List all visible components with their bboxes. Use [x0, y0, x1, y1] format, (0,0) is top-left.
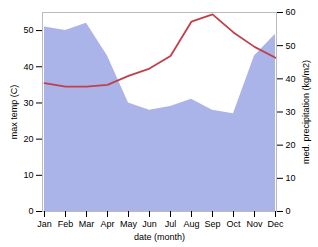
svg-text:40: 40: [23, 62, 33, 72]
svg-text:date (month): date (month): [134, 232, 185, 242]
svg-text:50: 50: [23, 25, 33, 35]
svg-text:10: 10: [23, 170, 33, 180]
svg-text:May: May: [120, 219, 138, 229]
svg-text:40: 40: [286, 74, 296, 84]
svg-text:med. precipitation (kg/m2): med. precipitation (kg/m2): [301, 60, 311, 164]
svg-text:Dec: Dec: [267, 219, 284, 229]
svg-text:10: 10: [286, 173, 296, 183]
svg-text:Oct: Oct: [226, 219, 241, 229]
svg-text:20: 20: [286, 140, 296, 150]
svg-text:0: 0: [286, 206, 291, 216]
svg-text:30: 30: [286, 107, 296, 117]
svg-text:max temp (C): max temp (C): [9, 85, 19, 140]
svg-text:Sep: Sep: [204, 219, 220, 229]
svg-text:30: 30: [23, 98, 33, 108]
svg-text:50: 50: [286, 41, 296, 51]
svg-text:Apr: Apr: [100, 219, 114, 229]
svg-text:0: 0: [28, 206, 33, 216]
svg-text:Jun: Jun: [142, 219, 157, 229]
svg-text:Jan: Jan: [37, 219, 52, 229]
svg-text:60: 60: [286, 7, 296, 17]
svg-text:Mar: Mar: [79, 219, 95, 229]
svg-text:Nov: Nov: [246, 219, 263, 229]
svg-text:Aug: Aug: [183, 219, 199, 229]
svg-text:20: 20: [23, 134, 33, 144]
svg-text:Jul: Jul: [165, 219, 177, 229]
svg-text:Feb: Feb: [58, 219, 74, 229]
